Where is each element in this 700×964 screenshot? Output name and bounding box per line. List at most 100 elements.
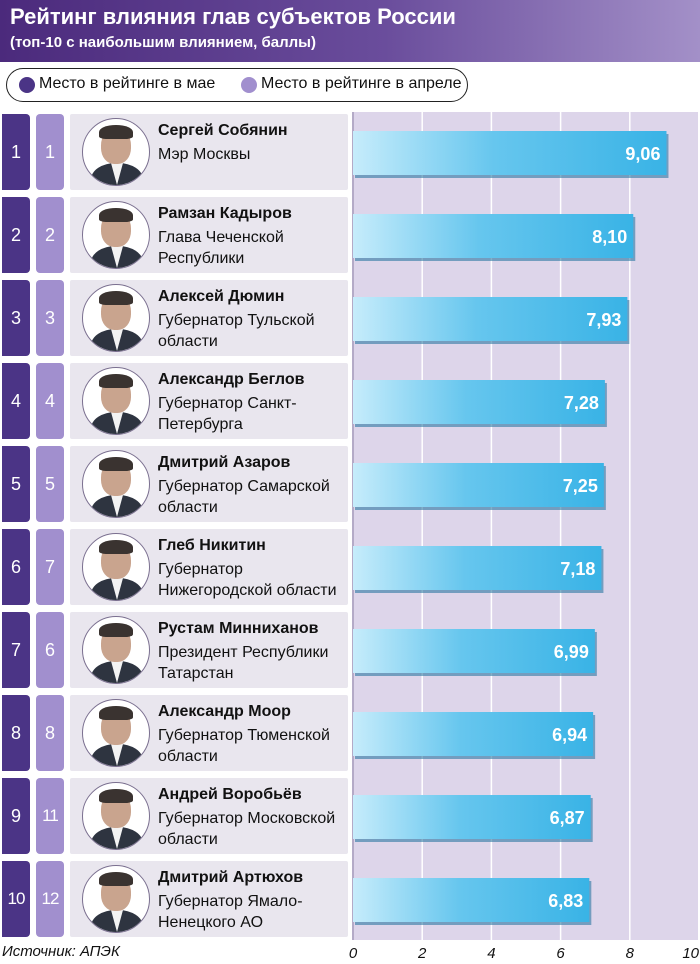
person-name: Александр Беглов (158, 371, 305, 388)
bar (353, 795, 591, 839)
portrait-avatar (82, 865, 150, 933)
person-name: Сергей Собянин (158, 122, 288, 139)
person-name: Глеб Никитин (158, 537, 266, 554)
ranking-row: 9 11 Андрей Воробьёв Губернатор Московской … (0, 778, 350, 854)
ranking-row: 7 6 Рустам Минниханов Президент Республики … (0, 612, 350, 688)
avatar-hair-shape (99, 872, 133, 886)
bar (353, 214, 634, 258)
person-position: Губернатор Тюменской области (158, 727, 330, 765)
x-tick-label: 6 (556, 945, 565, 962)
person-position: Президент Республики Татарстан (158, 644, 329, 682)
rank-may-badge: 3 (2, 280, 30, 356)
ranking-row: 8 8 Александр Моор Губернатор Тюменской обл… (0, 695, 350, 771)
person-name: Алексей Дюмин (158, 288, 285, 305)
bar (353, 297, 628, 341)
person-position: Губернатор Нижегородской области (158, 561, 337, 599)
person-card: Сергей Собянин Мэр Москвы (70, 114, 348, 190)
ranking-row: 6 7 Глеб Никитин Губернатор Нижегородской о… (0, 529, 350, 605)
person-position: Губернатор Самарской области (158, 478, 330, 516)
bar-value-label: 6,94 (552, 725, 587, 745)
bar-value-label: 6,87 (550, 808, 585, 828)
portrait-avatar (82, 450, 150, 518)
person-name: Рустам Минниханов (158, 620, 319, 637)
person-position: Мэр Москвы (158, 146, 251, 163)
bar (353, 878, 590, 922)
bar-value-label: 6,99 (554, 642, 589, 662)
chart-title: Рейтинг влияния глав субъектов России (10, 4, 456, 29)
person-card: Алексей Дюмин Губернатор Тульской области (70, 280, 348, 356)
bar (353, 131, 667, 175)
person-position: Губернатор Санкт-Петербурга (158, 395, 297, 433)
rank-may-badge: 7 (2, 612, 30, 688)
person-card: Рустам Минниханов Президент Республики Та… (70, 612, 348, 688)
rank-may-badge: 10 (2, 861, 30, 937)
person-card: Дмитрий Артюхов Губернатор Ямало-Ненецког… (70, 861, 348, 937)
bar-value-label: 8,10 (592, 227, 627, 247)
person-name: Александр Моор (158, 703, 291, 720)
person-card: Глеб Никитин Губернатор Нижегородской обл… (70, 529, 348, 605)
bar-value-label: 7,93 (586, 310, 621, 330)
person-position: Губернатор Ямало-Ненецкого АО (158, 893, 303, 931)
person-position: Губернатор Московской области (158, 810, 336, 848)
portrait-avatar (82, 782, 150, 850)
bar (353, 546, 602, 590)
x-tick-label: 8 (626, 945, 635, 962)
avatar-hair-shape (99, 374, 133, 388)
bar (353, 463, 604, 507)
person-name: Дмитрий Артюхов (158, 869, 304, 886)
rank-may-badge: 9 (2, 778, 30, 854)
avatar-hair-shape (99, 706, 133, 720)
header-banner: Рейтинг влияния глав субъектов России (т… (0, 0, 700, 62)
avatar-hair-shape (99, 125, 133, 139)
ranking-row: 4 4 Александр Беглов Губернатор Санкт-Петер… (0, 363, 350, 439)
legend-may-marker (19, 77, 35, 93)
legend-april-marker (241, 77, 257, 93)
ranking-row: 3 3 Алексей Дюмин Губернатор Тульской облас… (0, 280, 350, 356)
ranking-row: 1 1 Сергей Собянин Мэр Москвы (0, 114, 350, 190)
rank-may-badge: 6 (2, 529, 30, 605)
bar (353, 380, 605, 424)
bar-value-label: 7,28 (564, 393, 599, 413)
bar (353, 712, 594, 756)
avatar-hair-shape (99, 540, 133, 554)
bar-value-label: 7,18 (560, 559, 595, 579)
person-name: Андрей Воробьёв (158, 786, 302, 803)
portrait-avatar (82, 533, 150, 601)
person-position: Глава Чеченской Республики (158, 229, 284, 267)
rank-april-badge: 1 (36, 114, 64, 190)
legend-may-label: Место в рейтинге в мае (39, 75, 216, 92)
portrait-avatar (82, 699, 150, 767)
person-card: Александр Беглов Губернатор Санкт-Петербу… (70, 363, 348, 439)
rank-april-badge: 12 (36, 861, 64, 937)
ranking-row: 5 5 Дмитрий Азаров Губернатор Самарской обл… (0, 446, 350, 522)
rank-april-badge: 3 (36, 280, 64, 356)
ranking-row: 2 2 Рамзан Кадыров Глава Чеченской Республи… (0, 197, 350, 273)
rank-april-badge: 6 (36, 612, 64, 688)
person-position: Губернатор Тульской области (158, 312, 315, 350)
rank-may-badge: 8 (2, 695, 30, 771)
x-tick-label: 4 (487, 945, 495, 962)
portrait-avatar (82, 201, 150, 269)
person-card: Дмитрий Азаров Губернатор Самарской облас… (70, 446, 348, 522)
person-card: Андрей Воробьёв Губернатор Московской обл… (70, 778, 348, 854)
source-note: Источник: АПЭК (2, 943, 120, 960)
rank-april-badge: 7 (36, 529, 64, 605)
person-name: Дмитрий Азаров (158, 454, 291, 471)
avatar-hair-shape (99, 291, 133, 305)
portrait-avatar (82, 616, 150, 684)
bar-value-label: 6,83 (548, 891, 583, 911)
chart-subtitle: (топ-10 с наибольшим влиянием, баллы) (10, 34, 316, 51)
bar-value-label: 7,25 (563, 476, 598, 496)
avatar-hair-shape (99, 623, 133, 637)
avatar-hair-shape (99, 789, 133, 803)
rank-may-badge: 4 (2, 363, 30, 439)
person-name: Рамзан Кадыров (158, 205, 292, 222)
portrait-avatar (82, 118, 150, 186)
x-tick-label: 0 (349, 945, 358, 962)
rank-may-badge: 1 (2, 114, 30, 190)
rank-may-badge: 2 (2, 197, 30, 273)
person-card: Рамзан Кадыров Глава Чеченской Республики (70, 197, 348, 273)
rank-april-badge: 8 (36, 695, 64, 771)
rank-april-badge: 2 (36, 197, 64, 273)
